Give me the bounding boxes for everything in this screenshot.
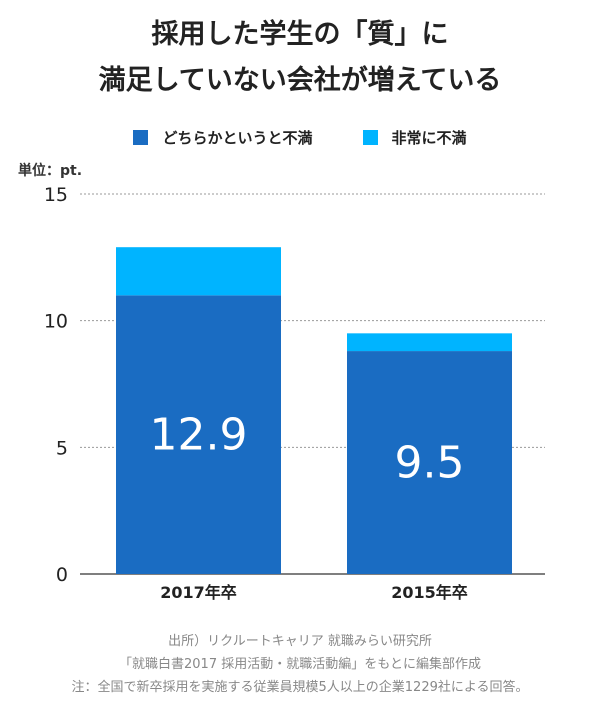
source-line-2: 「就職白書2017 採用活動・就職活動編」をもとに編集部作成 — [119, 657, 481, 672]
legend: どちらかというと不満 非常に不満 — [0, 127, 600, 148]
bar-total-label: 12.9 — [150, 410, 248, 461]
x-tick-label: 2015年卒 — [391, 583, 468, 602]
y-tick-label: 5 — [56, 437, 68, 459]
bar-segment-very — [347, 333, 512, 352]
bar-segment-somewhat — [116, 295, 281, 574]
chart-title-line-2: 満足していない会社が増えている — [98, 65, 502, 96]
legend-item-somewhat-dissatisfied: どちらかというと不満 — [133, 127, 313, 148]
bar-segment-very — [116, 247, 281, 296]
chart-title-line-1: 採用した学生の「質」に — [151, 19, 449, 50]
y-tick-label: 15 — [44, 184, 68, 206]
legend-item-very-dissatisfied: 非常に不満 — [362, 127, 467, 148]
legend-swatch — [133, 130, 149, 145]
legend-label: どちらかというと不満 — [162, 129, 313, 147]
y-tick-label: 0 — [56, 564, 68, 586]
x-tick-label: 2017年卒 — [160, 583, 237, 602]
y-tick-label: 10 — [44, 311, 68, 333]
source-line-1: 出所）リクルートキャリア 就職みらい研究所 — [168, 634, 432, 649]
bar-total-label: 9.5 — [395, 438, 465, 489]
legend-swatch — [362, 130, 378, 145]
bar-segment-somewhat — [347, 351, 512, 574]
source-note: 注：全国で新卒採用を実施する従業員規模5人以上の企業1229社による回答。 — [71, 680, 529, 695]
legend-label: 非常に不満 — [391, 129, 467, 147]
unit-label: 単位：pt. — [18, 163, 83, 179]
